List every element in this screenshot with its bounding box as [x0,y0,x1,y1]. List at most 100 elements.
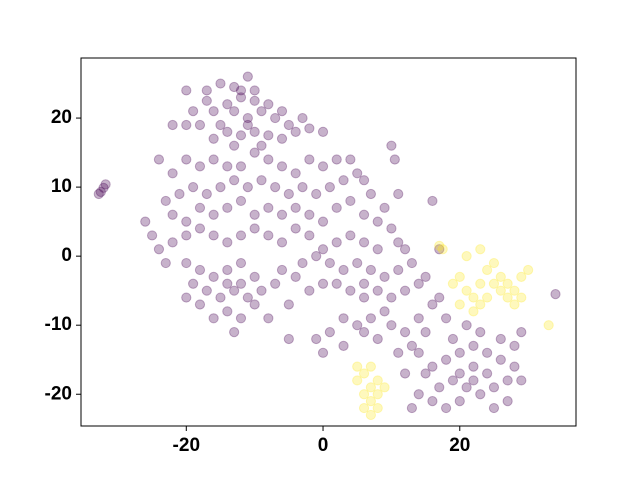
point [194,161,206,172]
point [365,313,376,324]
point [495,333,506,345]
point [447,333,459,345]
point [365,361,376,372]
point [276,106,288,117]
point [222,264,233,276]
point [283,188,294,200]
point [263,230,274,241]
point [352,168,363,179]
point [358,368,370,379]
point [393,347,404,358]
point [447,375,459,386]
point [482,264,493,276]
point [427,299,438,310]
y-tick-label: -20 [45,383,72,404]
point [365,264,376,276]
point [222,202,233,213]
point [256,106,267,117]
point [488,278,500,289]
point [386,292,397,303]
point [379,271,390,282]
point [263,313,274,324]
y-tick-label: 10 [51,176,72,197]
y-tick-label: 0 [61,245,72,266]
point [365,382,376,393]
point [352,320,363,331]
point [153,244,165,255]
x-tick-label: 0 [318,435,329,456]
point [358,327,370,338]
point [311,333,322,345]
point [283,299,294,310]
point [338,175,349,186]
point [427,396,438,407]
point [194,202,206,213]
point [317,216,329,227]
point [516,292,527,303]
point [297,257,308,269]
point [208,209,219,220]
point [317,126,329,137]
point [434,244,445,255]
point [338,313,349,324]
point [249,271,260,282]
point [399,368,411,379]
point [276,264,288,276]
point [188,106,199,117]
point [160,257,171,269]
point [502,375,513,386]
point [249,126,260,137]
plot-frame [80,57,577,427]
point [235,278,247,289]
point [495,285,506,296]
point [379,202,390,213]
point [201,188,212,200]
point [140,216,151,227]
point [454,271,465,282]
point [153,154,165,165]
point [297,182,308,193]
point [386,320,397,331]
point [372,375,383,386]
point [208,271,219,282]
point [167,119,178,131]
point [215,182,226,193]
point [372,402,383,414]
point [338,264,349,276]
point [406,257,418,269]
point [475,327,486,338]
point [242,292,253,303]
point [475,389,486,400]
point [263,130,274,141]
point [249,223,260,234]
point [406,340,418,352]
point [201,285,212,296]
point [482,292,493,303]
point [434,382,445,393]
point [304,230,315,241]
point [167,237,178,248]
point [317,161,329,172]
point [393,237,404,248]
point [502,292,513,303]
point [93,188,104,200]
point [440,354,452,365]
point [379,382,390,393]
point [345,285,356,296]
point [358,292,370,303]
point [468,306,479,317]
point [345,154,356,165]
point [167,209,178,220]
point [270,182,281,193]
point [235,313,247,324]
point [516,327,527,338]
point [427,195,438,207]
point [222,278,233,289]
point [242,71,253,82]
point [235,257,247,269]
point [256,285,267,296]
point [181,230,192,241]
point [194,299,206,310]
